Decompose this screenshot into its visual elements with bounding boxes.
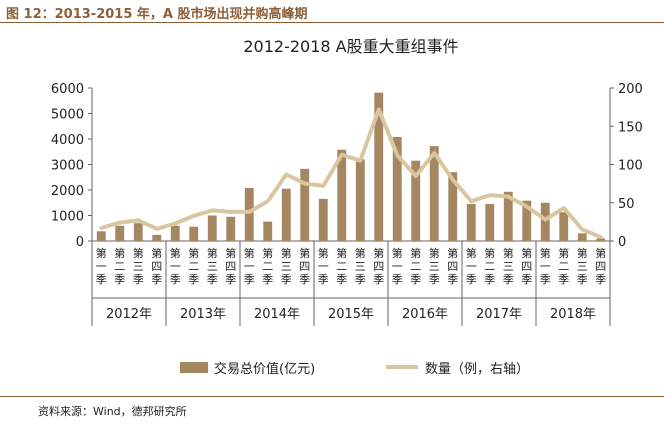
bottom-divider — [0, 396, 664, 397]
y-right-tick-label: 50 — [618, 197, 635, 212]
year-label: 2015年 — [328, 307, 374, 322]
legend-line-label: 数量（例，右轴） — [425, 362, 529, 377]
x-tick-label: 第一季 — [318, 246, 329, 286]
bar — [540, 202, 550, 241]
x-tick-label: 第四季 — [521, 246, 532, 286]
figure-title: 图 12：2013-2015 年，A 股市场出现并购高峰期 — [6, 7, 308, 22]
bar — [300, 168, 310, 241]
bar — [96, 231, 106, 241]
legend-bar-label: 交易总价值(亿元) — [214, 361, 315, 377]
x-tick-label: 第二季 — [262, 246, 273, 286]
bar — [226, 216, 236, 241]
year-label: 2014年 — [254, 307, 300, 322]
y-right-tick-label: 200 — [618, 82, 643, 97]
year-label: 2012年 — [106, 307, 152, 322]
x-tick-label: 第四季 — [373, 246, 384, 286]
top-divider — [0, 22, 664, 23]
bar — [411, 160, 421, 241]
legend-bar-swatch — [180, 362, 208, 373]
year-label: 2018年 — [550, 307, 596, 322]
x-tick-label: 第一季 — [392, 246, 403, 286]
bar — [281, 188, 291, 241]
source-note: 资料来源：Wind，德邦研究所 — [38, 405, 187, 418]
count-line — [99, 107, 603, 240]
x-tick-label: 第二季 — [558, 246, 569, 286]
bar — [485, 204, 495, 241]
x-tick-label: 第二季 — [336, 246, 347, 286]
bar — [170, 225, 180, 241]
x-tick-label: 第四季 — [151, 246, 162, 286]
y-left-tick-label: 5000 — [51, 108, 84, 123]
x-tick-label: 第四季 — [595, 246, 606, 286]
y-right-tick-label: 100 — [618, 159, 643, 174]
x-tick-label: 第四季 — [447, 246, 458, 286]
x-tick-label: 第四季 — [225, 246, 236, 286]
x-tick-label: 第二季 — [484, 246, 495, 286]
y-right-tick-label: 150 — [618, 120, 643, 135]
chart-title: 2012-2018 A股重大重组事件 — [243, 37, 458, 56]
y-right-tick-label: 0 — [618, 235, 626, 250]
x-tick-label: 第一季 — [170, 246, 181, 286]
x-tick-label: 第三季 — [281, 246, 292, 286]
x-tick-label: 第三季 — [133, 246, 144, 286]
x-tick-label: 第三季 — [429, 246, 440, 286]
y-left-tick-label: 0 — [76, 235, 84, 250]
bar — [522, 200, 532, 241]
bar — [152, 234, 162, 241]
y-left-tick-label: 1000 — [51, 210, 84, 225]
bar — [189, 226, 199, 241]
y-left-tick-label: 3000 — [51, 159, 84, 174]
bar — [596, 238, 606, 241]
x-tick-label: 第三季 — [355, 246, 366, 286]
x-tick-label: 第一季 — [466, 246, 477, 286]
bar — [503, 191, 513, 241]
year-label: 2013年 — [180, 307, 226, 322]
bar — [559, 212, 569, 241]
bar — [133, 223, 143, 241]
x-tick-label: 第一季 — [540, 246, 551, 286]
x-tick-label: 第二季 — [188, 246, 199, 286]
bar — [263, 221, 273, 241]
y-left-tick-label: 2000 — [51, 184, 84, 199]
year-label: 2016年 — [402, 307, 448, 322]
x-tick-label: 第二季 — [410, 246, 421, 286]
year-label: 2017年 — [476, 307, 522, 322]
bar — [577, 233, 587, 241]
y-left-tick-label: 6000 — [51, 82, 84, 97]
bar — [115, 225, 125, 241]
x-tick-label: 第二季 — [114, 246, 125, 286]
y-left-tick-label: 4000 — [51, 133, 84, 148]
x-tick-label: 第三季 — [503, 246, 514, 286]
x-tick-label: 第三季 — [207, 246, 218, 286]
bar — [318, 198, 328, 241]
bar — [374, 92, 384, 241]
bar — [392, 136, 402, 241]
bar — [355, 159, 365, 241]
bar — [207, 215, 217, 241]
bar — [466, 204, 476, 241]
bar — [244, 187, 254, 241]
bar — [429, 146, 439, 241]
x-tick-label: 第三季 — [577, 246, 588, 286]
x-tick-label: 第一季 — [96, 246, 107, 286]
bar — [448, 172, 458, 241]
x-tick-label: 第一季 — [244, 246, 255, 286]
bar — [337, 149, 347, 241]
x-tick-label: 第四季 — [299, 246, 310, 286]
